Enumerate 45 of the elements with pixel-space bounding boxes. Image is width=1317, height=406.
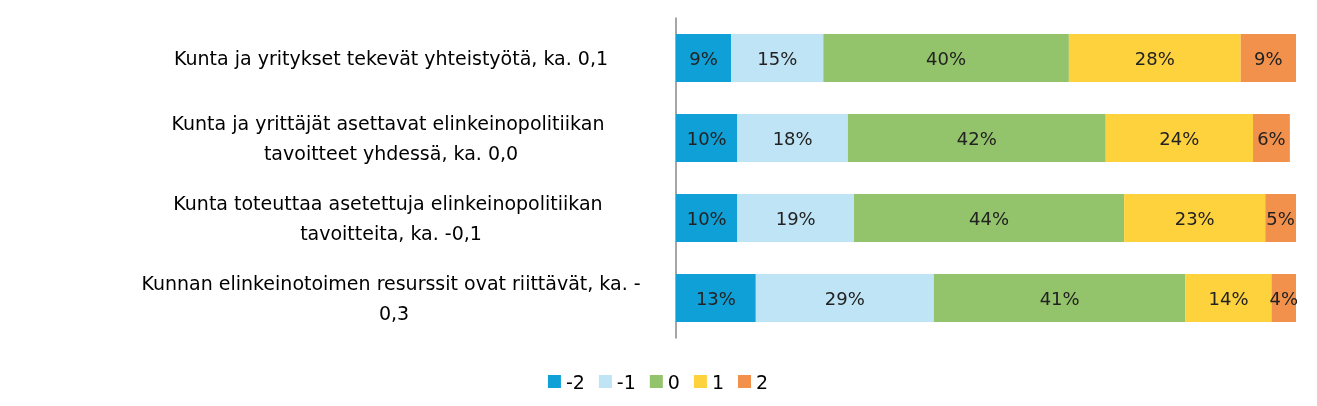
bar bbox=[676, 274, 756, 322]
data-label: 23% bbox=[1174, 207, 1215, 229]
legend-label: 1 bbox=[711, 370, 724, 393]
bar bbox=[676, 194, 738, 242]
y-tick-label: Kunta ja yrittäjät asettavat elinkeinopolitiikan tavoitteet yhdessä, ka. 0,0 bbox=[171, 112, 611, 164]
data-label: 14% bbox=[1208, 287, 1249, 309]
data-label: 19% bbox=[775, 207, 816, 229]
legend-label: -2 bbox=[565, 370, 585, 393]
data-label: 29% bbox=[824, 287, 865, 309]
bar bbox=[1105, 114, 1254, 162]
bar bbox=[676, 34, 732, 82]
data-label: 9% bbox=[1254, 47, 1283, 69]
bar bbox=[676, 114, 738, 162]
data-label: 24% bbox=[1159, 127, 1200, 149]
data-label: 6% bbox=[1257, 127, 1286, 149]
bar bbox=[1068, 34, 1241, 82]
data-label: 10% bbox=[686, 127, 727, 149]
y-tick-label: Kunta ja yritykset tekevät yhteistyötä, ka. 0,1 bbox=[173, 47, 609, 69]
bar bbox=[737, 194, 855, 242]
y-tick-label: Kunnan elinkeinotoimen resurssit ovat riittävät, ka. - 0,3 bbox=[141, 272, 641, 324]
data-label: 18% bbox=[772, 127, 813, 149]
bar bbox=[1240, 34, 1296, 82]
legend-label: 2 bbox=[755, 370, 769, 393]
data-label: 5% bbox=[1266, 207, 1295, 229]
data-label: 42% bbox=[956, 127, 997, 149]
y-tick-label: Kunta toteuttaa asetettuja elinkeinopolitiikan tavoitteita, ka. -0,1 bbox=[173, 192, 609, 244]
data-label: 13% bbox=[695, 287, 736, 309]
legend-label: 0 bbox=[667, 370, 680, 393]
bar bbox=[1124, 194, 1266, 242]
bar bbox=[755, 274, 934, 322]
legend-label: -1 bbox=[616, 370, 636, 393]
bar bbox=[731, 34, 824, 82]
bar bbox=[823, 34, 1069, 82]
bar bbox=[1185, 274, 1272, 322]
data-label: 10% bbox=[686, 207, 727, 229]
bar bbox=[933, 274, 1186, 322]
data-label: 28% bbox=[1134, 47, 1175, 69]
data-label: 15% bbox=[757, 47, 798, 69]
data-label: 40% bbox=[926, 47, 967, 69]
data-label: 9% bbox=[689, 47, 718, 69]
data-label: 41% bbox=[1039, 287, 1080, 309]
bar bbox=[847, 114, 1106, 162]
bar bbox=[854, 194, 1125, 242]
data-label: 44% bbox=[969, 207, 1010, 229]
bar bbox=[737, 114, 848, 162]
